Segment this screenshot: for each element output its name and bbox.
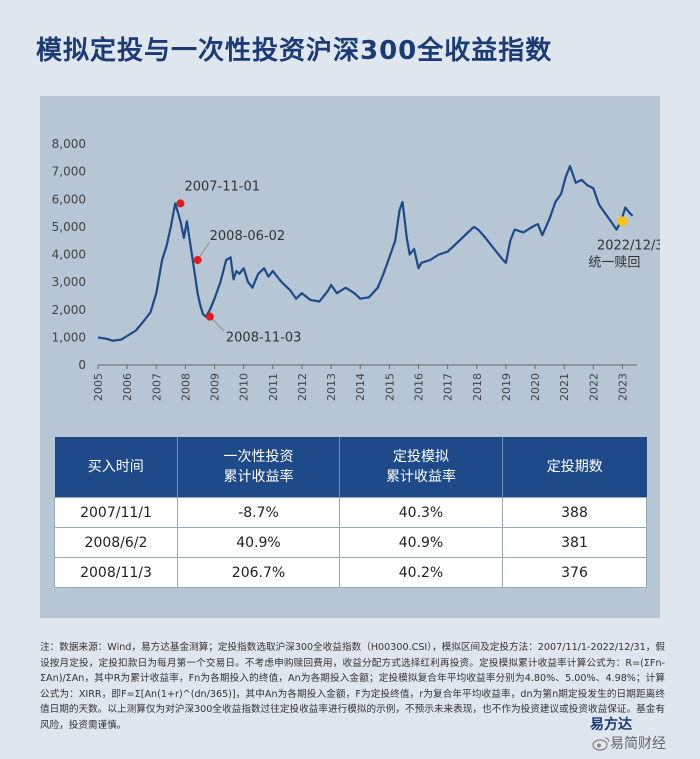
header-text: 累计收益率: [223, 469, 294, 485]
x-tick-label: 2023: [616, 373, 629, 401]
weibo-icon: [592, 737, 610, 751]
table-cell: 40.3%: [339, 497, 503, 528]
table-row: 2008/6/2 40.9% 40.9% 381: [54, 527, 647, 558]
table-cell: 381: [502, 527, 647, 558]
table-cell: 2008/11/3: [54, 557, 178, 588]
table-cell: 2008/6/2: [54, 527, 178, 558]
x-tick-label: 2006: [121, 373, 134, 401]
annotation-dot: [205, 312, 214, 321]
table-cell: 2007/11/1: [54, 497, 178, 528]
results-table: 买入时间 一次性投资 累计收益率 定投模拟 累计收益率 定投期数 2007/11/1 -8.…: [54, 437, 647, 588]
y-tick-label: 2,000: [52, 303, 86, 317]
watermark: 易简财经: [592, 733, 666, 753]
table-header-3: 定投期数: [502, 437, 647, 498]
table-cell: 40.9%: [177, 527, 340, 558]
page-title: 模拟定投与一次性投资沪深300全收益指数: [36, 36, 553, 66]
x-tick-label: 2014: [354, 373, 367, 401]
y-tick-label: 8,000: [52, 137, 86, 151]
x-tick-label: 2015: [383, 373, 396, 401]
x-tick-label: 2016: [412, 373, 425, 401]
x-tick-label: 2009: [209, 373, 222, 401]
brand-logo: 易方达: [590, 714, 632, 734]
line-chart: 0 1,000 2,000 3,000 4,000 5,000 6,000 7,000 8,00…: [52, 137, 660, 401]
x-tick-label: 2017: [442, 373, 455, 401]
y-tick-label: 5,000: [52, 220, 86, 234]
header-text: 定投模拟: [393, 449, 449, 465]
table-header-2: 定投模拟 累计收益率: [339, 437, 503, 498]
x-tick-label: 2007: [150, 373, 163, 401]
x-tick-label: 2012: [296, 373, 309, 401]
end-marker-date: 2022/12/31: [597, 238, 660, 253]
header-text: 累计收益率: [386, 469, 456, 485]
annotation-dot: [176, 199, 185, 208]
logo-text: 易方达: [590, 717, 632, 733]
y-tick-label: 7,000: [52, 165, 86, 179]
x-tick-label: 2013: [325, 373, 338, 401]
x-tick-label: 2010: [238, 373, 251, 401]
header-text: 定投期数: [546, 459, 603, 475]
table-cell: 206.7%: [177, 557, 340, 588]
table-body: 2007/11/1 -8.7% 40.3% 388 2008/6/2 40.9% 40.9%…: [54, 497, 647, 588]
table-cell: 388: [502, 497, 647, 528]
x-tick-label: 2005: [92, 373, 105, 401]
table-row: 2007/11/1 -8.7% 40.3% 388: [54, 497, 647, 528]
x-tick-label: 2011: [267, 373, 280, 401]
x-tick-label: 2008: [179, 373, 192, 401]
annotation-dot: [193, 256, 202, 265]
table-cell: 40.9%: [339, 527, 503, 558]
x-tick-label: 2021: [558, 373, 571, 401]
end-marker-label: 统一赎回: [588, 255, 640, 270]
table-header-1: 一次性投资累计收益率: [177, 437, 340, 498]
table-row: 2008/11/3 206.7% 40.2% 376: [54, 557, 647, 588]
y-tick-label: 1,000: [52, 330, 86, 344]
header-text: 买入时间: [87, 459, 144, 475]
table-cell: 376: [502, 557, 647, 588]
header-text: 一次性投资: [223, 449, 294, 465]
footnote: 注：数据来源：Wind，易方达基金测算；定投指数选取沪深300全收益指数（H00…: [40, 642, 665, 731]
annotation-label: 2007-11-01: [184, 179, 260, 194]
y-tick-label: 3,000: [52, 275, 86, 289]
x-tick-label: 2022: [587, 373, 600, 401]
x-tick-label: 2018: [471, 373, 484, 401]
table-cell: 40.2%: [339, 557, 503, 588]
y-tick-label: 4,000: [52, 248, 86, 262]
series-line: [97, 164, 634, 342]
y-tick-label: 0: [78, 358, 86, 372]
table-cell: -8.7%: [177, 497, 340, 528]
end-marker-dot: [617, 216, 628, 227]
annotation-label: 2008-11-03: [226, 331, 302, 346]
x-tick-label: 2019: [500, 373, 513, 401]
table-header-0: 买入时间: [54, 437, 178, 498]
table-header-row: 买入时间 一次性投资 累计收益率 定投模拟 累计收益率 定投期数: [54, 437, 647, 498]
y-tick-label: 6,000: [52, 192, 86, 206]
annotation-label: 2008-06-02: [210, 229, 286, 244]
watermark-text: 易简财经: [610, 736, 666, 752]
x-tick-label: 2020: [529, 373, 542, 401]
